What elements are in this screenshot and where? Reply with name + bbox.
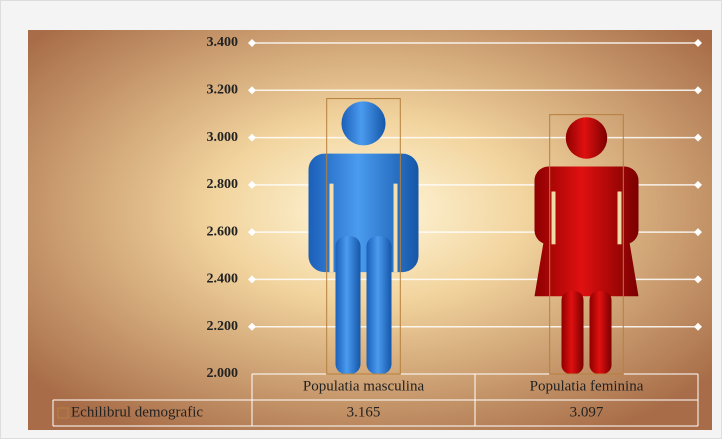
x-tick-label: Populatia masculina	[303, 378, 425, 394]
leg	[335, 236, 361, 374]
head	[341, 101, 386, 146]
grid-marker	[694, 133, 702, 142]
grid-marker	[248, 275, 256, 284]
grid-marker	[694, 180, 702, 189]
female-pictogram	[534, 117, 639, 374]
grid-marker	[694, 275, 702, 284]
y-tick-label: 2.400	[207, 272, 239, 287]
grid-marker	[248, 228, 256, 237]
grid-marker	[248, 180, 256, 189]
y-tick-label: 2.600	[207, 224, 239, 239]
grid-marker	[248, 86, 256, 95]
y-tick-label: 3.200	[207, 83, 239, 98]
y-tick-label: 2.800	[207, 177, 239, 192]
data-table-grid	[52, 373, 699, 427]
data-table-value: 3.165	[347, 404, 381, 420]
grid-marker	[694, 86, 702, 95]
y-tick-label: 3.400	[207, 35, 239, 50]
leg	[561, 291, 584, 374]
leg	[589, 291, 612, 374]
y-tick-label: 2.200	[207, 319, 239, 334]
grid-marker	[694, 228, 702, 237]
bar	[326, 98, 401, 375]
grid-marker	[694, 322, 702, 331]
grid-marker	[248, 39, 256, 47]
torso	[308, 153, 419, 273]
grid-marker	[248, 133, 256, 142]
y-tick-label: 2.000	[207, 366, 239, 381]
grid-marker	[248, 322, 256, 331]
dress	[534, 176, 639, 297]
y-tick-label: 3.000	[207, 130, 239, 145]
data-table-value: 3.097	[570, 404, 604, 420]
legend-label: Echilibrul demografic	[71, 404, 203, 420]
legend-key	[57, 407, 69, 419]
leg	[366, 236, 392, 374]
head	[565, 117, 608, 159]
x-tick-label: Populatia feminina	[530, 378, 644, 394]
bar	[549, 114, 624, 375]
male-pictogram	[308, 101, 419, 374]
grid-marker	[694, 39, 702, 47]
